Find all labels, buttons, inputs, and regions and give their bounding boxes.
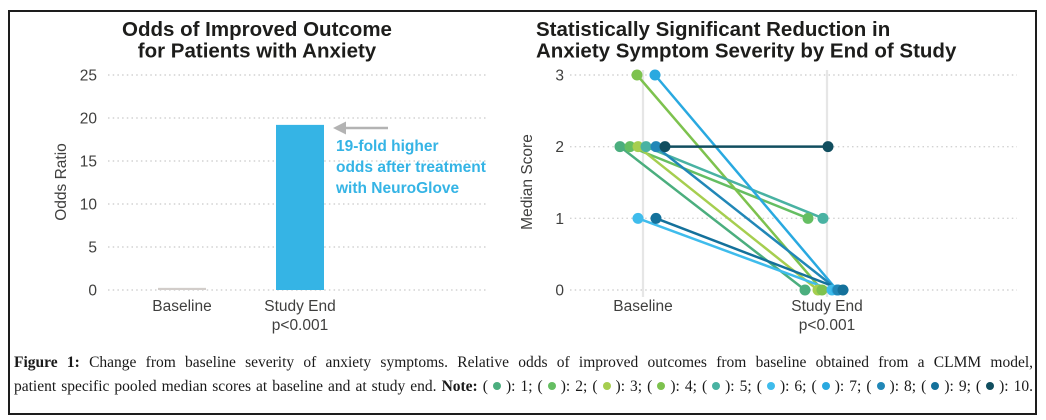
patient-line-2 (629, 145, 809, 220)
x-tick-label: Baseline (613, 298, 672, 315)
patient-dot-2-study-end (802, 212, 814, 224)
legend-item-4: ( ): 4; (647, 377, 702, 395)
patient-line-1 (619, 145, 806, 291)
p-value-label: p<0.001 (799, 317, 855, 334)
x-tick-label: Study End (791, 298, 863, 315)
caption-text-1: Change from baseline severity of anxiety… (89, 354, 1034, 371)
legend-dot-icon (492, 381, 501, 390)
y-tick-label: 20 (80, 111, 98, 128)
caption-legend: ( ): 1; ( ): 2; ( ): 3; ( ): 4; ( ): 5; … (483, 378, 1033, 395)
patient-dot-1-baseline (614, 141, 626, 153)
patient-dot-6-baseline (632, 212, 644, 224)
bar-baseline (158, 287, 206, 290)
legend-item-8: ( ): 8; (866, 377, 922, 395)
patient-dot-4-study-end (816, 284, 828, 296)
y-tick-label: 0 (88, 283, 97, 300)
legend-dot-icon (821, 381, 830, 390)
patient-line-5 (645, 145, 824, 220)
y-axis-label: Odds Ratio (53, 143, 70, 221)
legend-dot-icon (931, 381, 940, 390)
legend-item-7: ( ): 7; (811, 377, 867, 395)
caption-line-1: Figure 1: Change from baseline severity … (14, 351, 1033, 375)
figure-label: Figure 1: (14, 354, 80, 371)
patient-dot-4-baseline (631, 69, 643, 81)
bar-study-end (276, 124, 324, 290)
legend-item-9: ( ): 9; (921, 377, 976, 395)
figure-caption: Figure 1: Change from baseline severity … (14, 351, 1033, 398)
patient-line-9 (655, 217, 844, 292)
legend-dot-icon (986, 381, 995, 390)
y-tick-label: 15 (80, 154, 97, 171)
left-arrow-icon (333, 121, 346, 135)
legend-item-10: ( ): 10. (975, 377, 1033, 395)
caption-text-2: patient specific pooled median scores at… (14, 377, 437, 395)
legend-item-5: ( ): 5; (701, 377, 757, 395)
patient-dot-1-study-end (799, 284, 811, 296)
patient-dot-2-baseline (624, 141, 636, 153)
note-label: Note: (441, 377, 478, 395)
legend-item-6: ( ): 6; (756, 377, 812, 395)
y-tick-label: 25 (80, 68, 97, 85)
patient-dot-7-baseline (649, 69, 661, 81)
patient-dot-8-baseline (650, 141, 662, 153)
patient-dot-10-baseline (659, 141, 671, 153)
x-tick-label: Baseline (152, 298, 211, 315)
p-value-label: p<0.001 (272, 317, 328, 334)
caption-line-2: patient specific pooled median scores at… (14, 375, 1033, 399)
right-chart-title: Statistically Significant Reduction in (536, 18, 890, 41)
legend-dot-icon (547, 381, 556, 390)
patient-dot-3-baseline (632, 141, 644, 153)
annotation-text: with NeuroGlove (335, 180, 460, 197)
left-chart-title: for Patients with Anxiety (138, 40, 377, 63)
left-chart-title: Odds of Improved Outcome (122, 18, 392, 41)
right-chart-title: Anxiety Symptom Severity by End of Study (536, 40, 957, 63)
legend-dot-icon (712, 381, 721, 390)
y-tick-label: 10 (80, 197, 98, 214)
legend-item-1: ( ): 1; (482, 377, 538, 395)
patient-dot-9-study-end (837, 284, 849, 296)
patient-line-3 (637, 145, 819, 291)
patient-dot-9-baseline (650, 212, 662, 224)
patient-line-8 (655, 145, 839, 291)
figure-border (8, 10, 1037, 415)
annotation-text: 19-fold higher (336, 138, 438, 155)
legend-dot-icon (657, 381, 666, 390)
patient-dot-5-study-end (817, 212, 829, 224)
legend-item-3: ( ): 3; (592, 377, 648, 395)
patient-line-6 (637, 217, 833, 292)
x-tick-label: Study End (264, 298, 336, 315)
annotation-text: odds after treatment (336, 159, 486, 176)
y-tick-label: 3 (555, 68, 564, 85)
median-score-slope-chart: Statistically Significant Reduction inAn… (520, 18, 1017, 334)
legend-dot-icon (876, 381, 885, 390)
patient-dot-5-baseline (640, 141, 652, 153)
legend-dot-icon (602, 381, 611, 390)
y-tick-label: 2 (555, 139, 564, 156)
patient-dot-10-study-end (822, 141, 834, 153)
legend-dot-icon (766, 381, 775, 390)
y-tick-label: 1 (555, 211, 564, 228)
legend-item-2: ( ): 2; (537, 377, 593, 395)
patient-line-7 (654, 74, 838, 291)
y-tick-label: 0 (555, 283, 564, 300)
y-tick-label: 5 (88, 240, 97, 257)
y-axis-label: Median Score (520, 134, 536, 230)
